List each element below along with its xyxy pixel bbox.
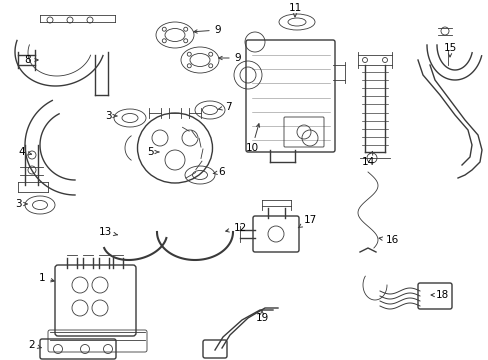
Text: 17: 17 xyxy=(298,215,316,228)
Text: 16: 16 xyxy=(378,235,398,245)
Text: 15: 15 xyxy=(443,43,456,57)
Text: 11: 11 xyxy=(288,3,301,17)
Text: 2: 2 xyxy=(29,340,41,350)
Text: 12: 12 xyxy=(225,223,246,233)
Text: 10: 10 xyxy=(245,124,259,153)
Text: 3: 3 xyxy=(15,199,27,209)
Text: 6: 6 xyxy=(213,167,225,177)
Text: 8: 8 xyxy=(24,55,38,65)
Text: 13: 13 xyxy=(98,227,117,237)
Text: 7: 7 xyxy=(218,102,231,112)
Text: 18: 18 xyxy=(430,290,447,300)
Text: 19: 19 xyxy=(255,310,268,323)
Text: 9: 9 xyxy=(219,53,241,63)
Text: 5: 5 xyxy=(146,147,159,157)
Text: 4: 4 xyxy=(19,147,31,157)
Text: 9: 9 xyxy=(193,25,221,35)
Text: 1: 1 xyxy=(39,273,54,283)
Text: 14: 14 xyxy=(361,151,374,167)
Text: 3: 3 xyxy=(104,111,117,121)
